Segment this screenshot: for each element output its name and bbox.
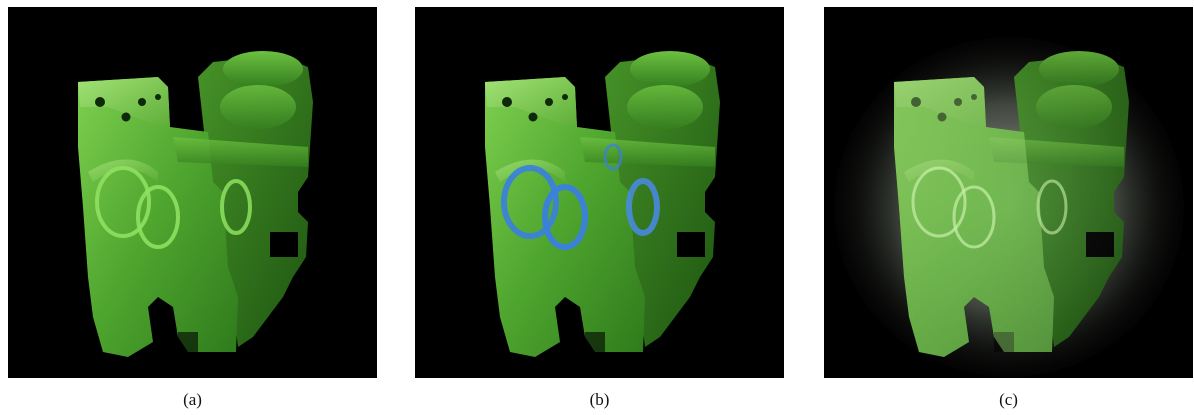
render-panel-b [415, 7, 784, 378]
engine-block-render-a [8, 7, 377, 378]
caption-c: (c) [999, 390, 1018, 409]
caption-a: (a) [183, 390, 202, 409]
caption-b: (b) [589, 390, 610, 409]
render-panel-c [824, 7, 1193, 378]
render-panel-a [8, 7, 377, 378]
engine-block-render-c [834, 37, 1184, 377]
engine-block-render-b [415, 7, 784, 378]
